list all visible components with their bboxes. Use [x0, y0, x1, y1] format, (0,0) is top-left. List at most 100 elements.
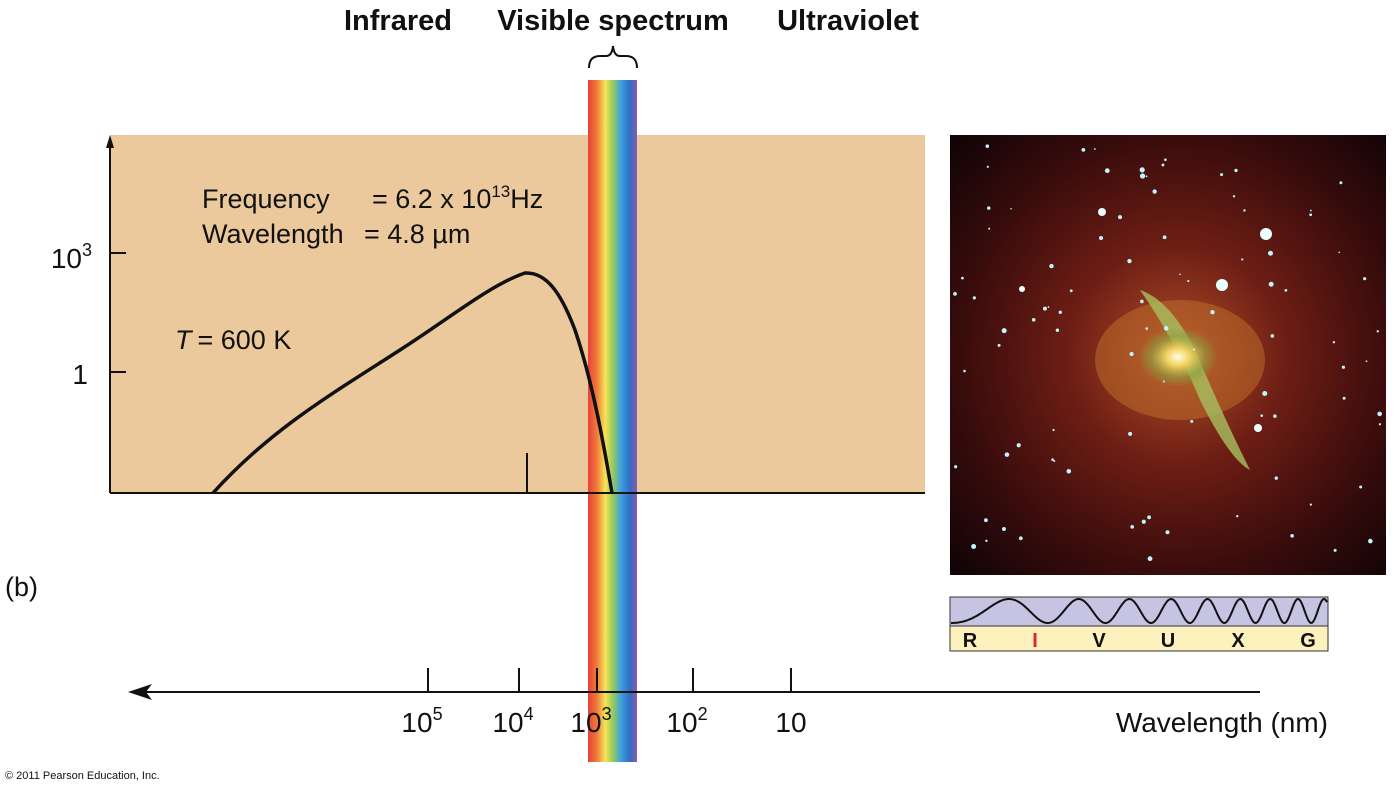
star [1260, 414, 1264, 417]
temperature-label: T = 600 K [175, 325, 291, 355]
star [997, 343, 1001, 347]
star [954, 465, 958, 469]
star [1187, 279, 1190, 283]
star [1267, 250, 1273, 256]
star [1047, 306, 1050, 308]
y-tick-label-1000: 103 [51, 240, 92, 274]
star [984, 518, 988, 523]
star [1234, 168, 1238, 173]
arrow-left-icon [128, 684, 152, 700]
star [1359, 485, 1363, 489]
star [1139, 173, 1146, 179]
x-tick-label: 103 [570, 704, 611, 738]
star [1001, 526, 1006, 531]
star [1093, 148, 1096, 150]
star [1377, 411, 1382, 417]
star [1081, 147, 1086, 152]
rivuxg-indicator: R I V U X G [949, 596, 1329, 652]
star [1098, 235, 1104, 241]
star [1147, 556, 1153, 562]
star [1273, 414, 1277, 418]
star [1274, 476, 1278, 480]
star [1018, 536, 1023, 541]
star [1052, 428, 1055, 432]
star [1210, 309, 1215, 315]
star [1162, 380, 1165, 383]
star [1339, 181, 1343, 185]
band-letter-x: X [1231, 630, 1245, 652]
x-tick-label: 102 [666, 704, 707, 738]
wavelength-axis-label: Wavelength (nm) [1116, 707, 1328, 738]
star [1145, 175, 1148, 178]
star [1284, 288, 1288, 292]
band-letter-v: V [1092, 630, 1106, 652]
star [987, 206, 991, 210]
star [1042, 306, 1047, 311]
star [1031, 317, 1036, 322]
star [953, 291, 957, 296]
star [1309, 213, 1313, 217]
star [1192, 348, 1196, 351]
wavelength-value: = 4.8 µm [364, 219, 470, 249]
star [1127, 258, 1132, 264]
star [1190, 419, 1194, 423]
star [1179, 273, 1181, 276]
star [1140, 299, 1144, 304]
star [1338, 251, 1340, 254]
star [1130, 525, 1134, 529]
bright-star [1019, 286, 1025, 292]
star [1378, 423, 1381, 426]
nebula-image [950, 135, 1386, 575]
star [1055, 328, 1060, 332]
star [1129, 351, 1134, 357]
x-tick-label: 10 [775, 707, 806, 738]
star [1001, 328, 1007, 334]
band-letter-i-highlighted: I [1032, 630, 1038, 652]
star [1232, 195, 1236, 198]
star [1363, 277, 1367, 281]
star [1376, 330, 1379, 333]
star [1051, 458, 1054, 461]
star [1268, 281, 1274, 287]
bright-star [1098, 208, 1106, 216]
star [1220, 173, 1224, 177]
star [1049, 263, 1054, 269]
star [961, 276, 964, 280]
star [972, 296, 976, 300]
star [1164, 158, 1167, 161]
star [1010, 207, 1012, 210]
star [1270, 334, 1275, 338]
star [988, 227, 991, 230]
brace-icon [588, 45, 638, 69]
panel-label: (b) [5, 572, 38, 602]
star [1309, 503, 1312, 506]
band-letter-g: G [1300, 630, 1316, 652]
star [1016, 443, 1021, 448]
star [1161, 163, 1165, 167]
star [1165, 530, 1170, 535]
star [1368, 538, 1373, 544]
star [1163, 326, 1169, 331]
bright-star [1260, 228, 1272, 240]
star [1152, 189, 1157, 194]
star [1290, 534, 1294, 538]
x-tick-label: 105 [401, 704, 442, 738]
star [1141, 519, 1146, 524]
visible-spectrum-label: Visible spectrum [497, 5, 729, 37]
frequency-label: Frequency [202, 184, 330, 214]
star [1262, 390, 1268, 396]
star [1118, 215, 1123, 220]
bright-star [1254, 424, 1262, 432]
star [1309, 209, 1312, 212]
star [1162, 235, 1167, 240]
star [971, 543, 977, 549]
star [1004, 452, 1010, 457]
star [1236, 514, 1239, 518]
wavelength-label: Wavelength [202, 219, 344, 249]
star [1333, 548, 1337, 552]
copyright: © 2011 Pearson Education, Inc. [5, 770, 160, 782]
star [963, 369, 966, 373]
ultraviolet-label: Ultraviolet [777, 5, 919, 37]
star [1341, 365, 1346, 369]
